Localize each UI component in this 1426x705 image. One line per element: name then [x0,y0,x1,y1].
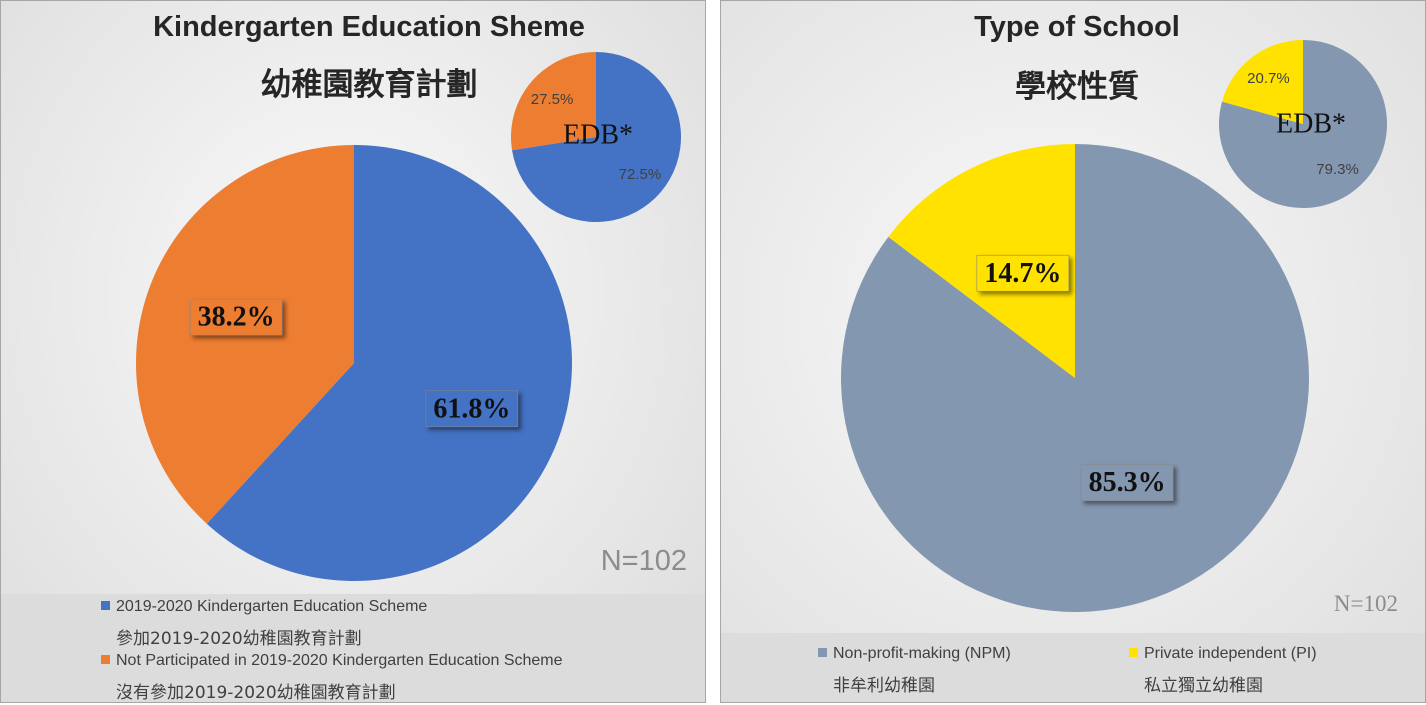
chart-legend: Non-profit-making (NPM) 非牟利幼稚園 Private i… [721,633,1425,702]
inset-pie-slice-72-5 [512,52,681,222]
chart-panel-type-of-school: 85.3% 14.7% 79.3% 20.7% EDB* Type of School … [720,0,1426,703]
legend-label-zh: 參加2019-2020幼稚園教育計劃 [116,629,362,649]
data-label-box [425,390,519,428]
inset-pie-slice-27-5 [510,52,596,151]
legend-item-participated: 2019-2020 Kindergarten Education Scheme … [101,598,427,649]
main-pie-slice-61-8 [206,145,573,581]
inset-label-edb: EDB* [563,120,633,151]
legend-item-not-participated: Not Participated in 2019-2020 Kindergart… [101,652,563,703]
legend-label-zh: 非牟利幼稚園 [833,676,935,696]
inset-pie-data-label: 27.5% [531,91,574,108]
sample-size-label: N=102 [600,545,687,577]
chart-title: Type of School [974,11,1180,43]
legend-swatch-grey-blue [818,648,827,657]
legend-swatch-blue [101,601,110,610]
chart-legend: 2019-2020 Kindergarten Education Scheme … [1,594,705,702]
legend-label-zh: 沒有參加2019-2020幼稚園教育計劃 [116,683,396,703]
legend-item-pi: Private independent (PI) 私立獨立幼稚園 [1129,645,1317,696]
legend-swatch-orange [101,655,110,664]
legend-label: Not Participated in 2019-2020 Kindergart… [116,652,563,669]
legend-label-zh: 私立獨立幼稚園 [1144,676,1263,696]
main-pie-data-label: 85.3% [1089,467,1166,498]
legend-label: 2019-2020 Kindergarten Education Scheme [116,598,428,615]
inset-pie-data-label: 20.7% [1247,70,1290,87]
inset-pie-slice-20-7 [1222,40,1303,124]
chart-subtitle: 幼稚園教育計劃 [260,67,478,103]
legend-swatch-yellow [1129,648,1138,657]
legend-item-npm: Non-profit-making (NPM) 非牟利幼稚園 [818,645,1011,696]
inset-pie-data-label: 79.3% [1316,161,1359,178]
main-pie-data-label: 38.2% [198,302,275,333]
data-label-box [976,254,1070,292]
main-pie-data-label: 14.7% [984,258,1061,289]
main-pie-data-label: 61.8% [433,393,510,424]
pie-chart-type-of-school: 85.3% 14.7% 79.3% 20.7% EDB* [841,40,1387,612]
chart-title: Kindergarten Education Sheme [153,11,585,43]
chart-panel-kindergarten-scheme: 61.8% 38.2% 72.5% 27.5% EDB* Kindergarten Ed… [0,0,706,703]
inset-pie-data-label: 72.5% [619,166,662,183]
legend-label: Non-profit-making (NPM) [833,645,1011,662]
data-label-box [189,298,283,336]
inset-label-edb: EDB* [1276,109,1346,140]
sample-size-label: N=102 [1333,591,1398,616]
inset-pie-slice-79-3 [1219,40,1387,209]
pie-chart-kindergarten-scheme: 61.8% 38.2% 72.5% 27.5% EDB* [136,52,681,581]
legend-label: Private independent (PI) [1144,645,1317,662]
chart-subtitle: 學校性質 [1015,69,1139,105]
data-label-box [1080,464,1174,502]
